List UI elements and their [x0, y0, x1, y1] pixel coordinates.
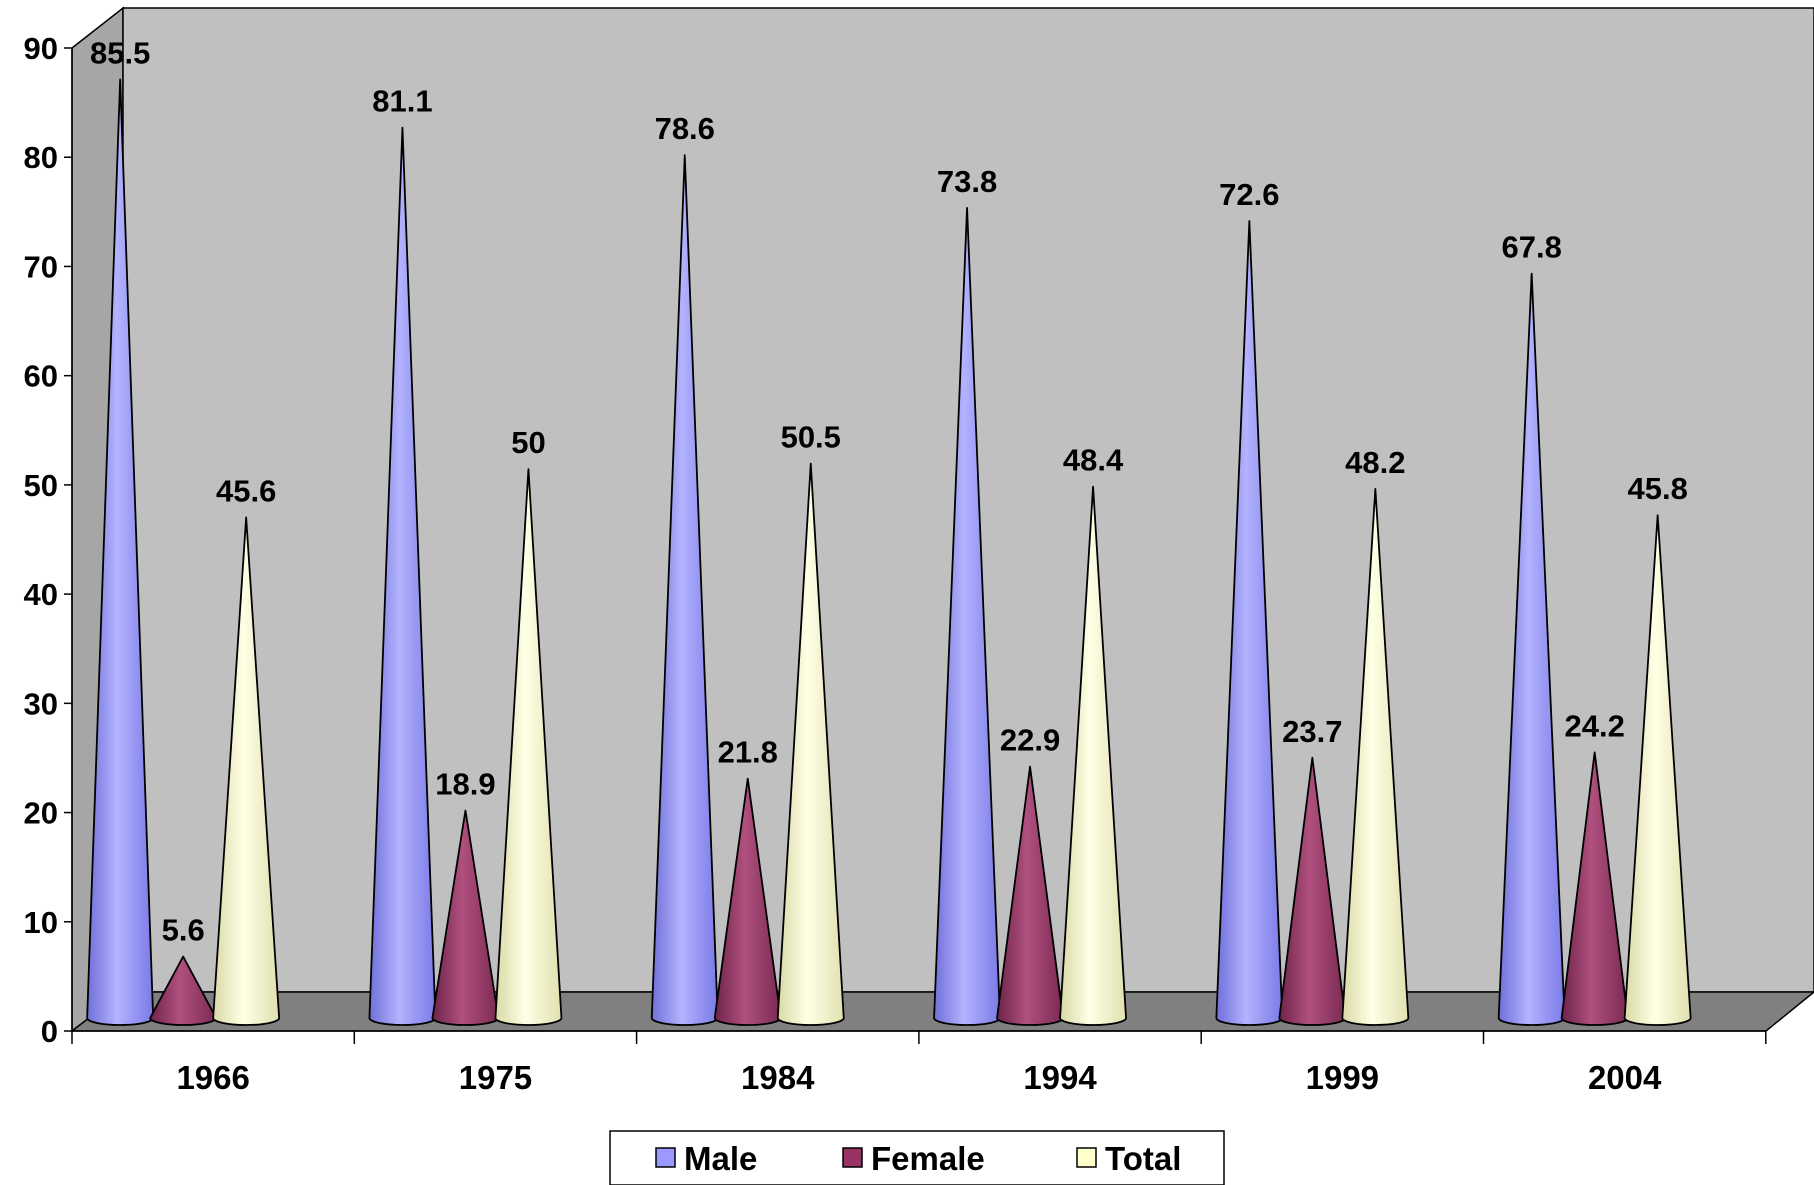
- data-labels: 85.5 5.6 45.6 81.1 18.9 50 78.6 21.8 50.5 73.8 22.…: [90, 35, 1688, 947]
- y-tick-label: 60: [24, 359, 58, 394]
- x-category-label: 1975: [459, 1059, 532, 1096]
- legend-label-female: Female: [871, 1140, 985, 1177]
- data-label-male-2004: 67.8: [1501, 230, 1561, 265]
- data-label-male-1999: 72.6: [1219, 177, 1279, 212]
- x-category-label: 2004: [1588, 1059, 1662, 1096]
- y-tick-label: 0: [41, 1014, 58, 1049]
- data-label-female-2004: 24.2: [1564, 708, 1624, 743]
- cone-body: [776, 462, 845, 1026]
- legend-box: [609, 1130, 1225, 1185]
- cone-total-1999: [1341, 487, 1410, 1026]
- x-category-label: 1994: [1023, 1059, 1097, 1096]
- cone-body: [1623, 514, 1692, 1026]
- data-label-female-1999: 23.7: [1282, 714, 1342, 749]
- data-label-total-1975: 50: [511, 425, 545, 460]
- cones: [86, 78, 1692, 1026]
- cone-total-1994: [1059, 485, 1127, 1026]
- legend-swatch-female: [842, 1147, 863, 1168]
- legend-swatch-male: [655, 1147, 676, 1168]
- data-label-male-1984: 78.6: [655, 111, 715, 146]
- data-label-female-1984: 21.8: [718, 735, 778, 770]
- y-tick-label: 70: [24, 249, 58, 284]
- data-label-total-1994: 48.4: [1063, 443, 1124, 478]
- data-label-total-1984: 50.5: [781, 420, 841, 455]
- legend: Male Female Total: [609, 1130, 1225, 1185]
- data-label-male-1966: 85.5: [90, 35, 150, 70]
- y-tick-label: 20: [24, 796, 58, 831]
- legend-swatch-total: [1076, 1147, 1097, 1168]
- y-tick-label: 90: [24, 31, 58, 66]
- x-category-label: 1966: [176, 1059, 249, 1096]
- data-label-total-1999: 48.2: [1345, 445, 1405, 480]
- cone-body: [1059, 485, 1127, 1026]
- y-tick-label: 80: [24, 140, 58, 175]
- data-label-male-1975: 81.1: [372, 84, 432, 119]
- data-label-female-1975: 18.9: [435, 767, 495, 802]
- x-category-label: 1984: [741, 1059, 815, 1096]
- cone-body: [212, 516, 281, 1026]
- y-tick-label: 40: [24, 577, 58, 612]
- cone-total-2004: [1623, 514, 1692, 1026]
- y-tick-label: 30: [24, 686, 58, 721]
- cone-total-1984: [776, 462, 845, 1026]
- y-tick-label: 50: [24, 468, 58, 503]
- y-axis: 0 10 20 30 40 50 60 70 80 90: [24, 31, 72, 1049]
- y-tick-label: 10: [24, 905, 58, 940]
- cone-body: [1341, 487, 1410, 1026]
- cone-total-1975: [494, 468, 563, 1026]
- x-axis: 1966 1975 1984 1994 1999 2004: [71, 1031, 1767, 1096]
- legend-label-male: Male: [684, 1140, 757, 1177]
- data-label-female-1994: 22.9: [1000, 723, 1060, 758]
- legend-label-total: Total: [1105, 1140, 1181, 1177]
- data-label-male-1994: 73.8: [937, 164, 997, 199]
- cone-total-1966: [212, 516, 281, 1026]
- data-label-female-1966: 5.6: [162, 913, 205, 948]
- data-label-total-2004: 45.8: [1627, 471, 1687, 506]
- data-label-total-1966: 45.6: [216, 473, 276, 508]
- cone-body: [494, 468, 563, 1026]
- x-category-label: 1999: [1306, 1059, 1379, 1096]
